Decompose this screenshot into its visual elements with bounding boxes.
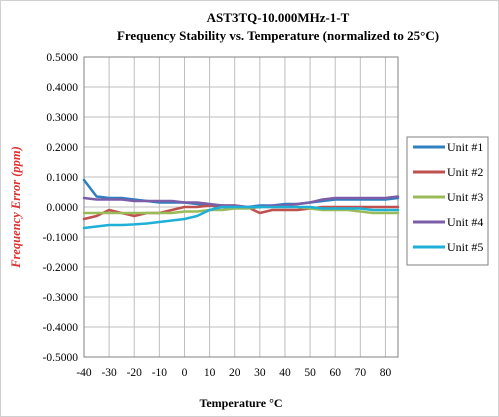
x-tick-label: 50	[304, 367, 316, 379]
series-line-unit-5	[82, 205, 400, 230]
y-tick-label: 0.5000	[46, 52, 78, 64]
y-tick-label: -0.1000	[43, 232, 79, 244]
x-tick-label: 40	[279, 367, 291, 379]
x-tick-label: 0	[182, 367, 188, 379]
y-axis-ticks: 0.5000 0.4000 0.3000 0.2000 0.1000 0.0000 -0.1…	[43, 52, 79, 364]
series-line-unit-3	[82, 205, 400, 215]
x-axis-title: Temperature °C	[199, 396, 282, 410]
legend-label: Unit #1	[447, 140, 483, 154]
y-tick-label: 0.0000	[46, 202, 78, 214]
legend-label: Unit #4	[447, 215, 483, 229]
x-tick-label: 10	[204, 367, 216, 379]
y-tick-label: 0.2000	[46, 142, 78, 154]
x-tick-label: -10	[152, 367, 168, 379]
y-tick-label: -0.2000	[43, 262, 79, 274]
x-tick-label: 20	[229, 367, 241, 379]
y-tick-label: 0.4000	[46, 82, 78, 94]
x-tick-label: 30	[254, 367, 266, 379]
legend-box	[406, 136, 489, 266]
legend-label: Unit #3	[447, 190, 483, 204]
y-tick-label: -0.3000	[43, 292, 79, 304]
x-axis-ticks: -40 -30 -20 -10 0 10 20 30 40 50 60 70 80	[76, 367, 391, 379]
y-tick-label: 0.3000	[46, 112, 78, 124]
x-tick-label: -20	[127, 367, 143, 379]
chart-subtitle: Frequency Stability vs. Temperature (nor…	[117, 28, 439, 43]
legend-label: Unit #2	[447, 165, 483, 179]
x-tick-label: -40	[76, 367, 92, 379]
series-lines	[82, 178, 400, 230]
y-tick-label: -0.5000	[43, 352, 79, 364]
x-tick-label: 80	[380, 367, 392, 379]
x-tick-label: 70	[355, 367, 367, 379]
legend-label: Unit #5	[447, 240, 483, 254]
legend: Unit #1 Unit #2 Unit #3 Unit #4 Unit #5	[406, 136, 489, 266]
chart-title: AST3TQ-10.000MHz-1-T	[207, 10, 350, 25]
y-tick-label: 0.1000	[46, 172, 78, 184]
x-tick-label: -30	[101, 367, 117, 379]
x-tick-label: 60	[329, 367, 341, 379]
y-axis-title: Frequency Error (ppm)	[9, 146, 23, 269]
y-tick-label: -0.4000	[43, 322, 79, 334]
